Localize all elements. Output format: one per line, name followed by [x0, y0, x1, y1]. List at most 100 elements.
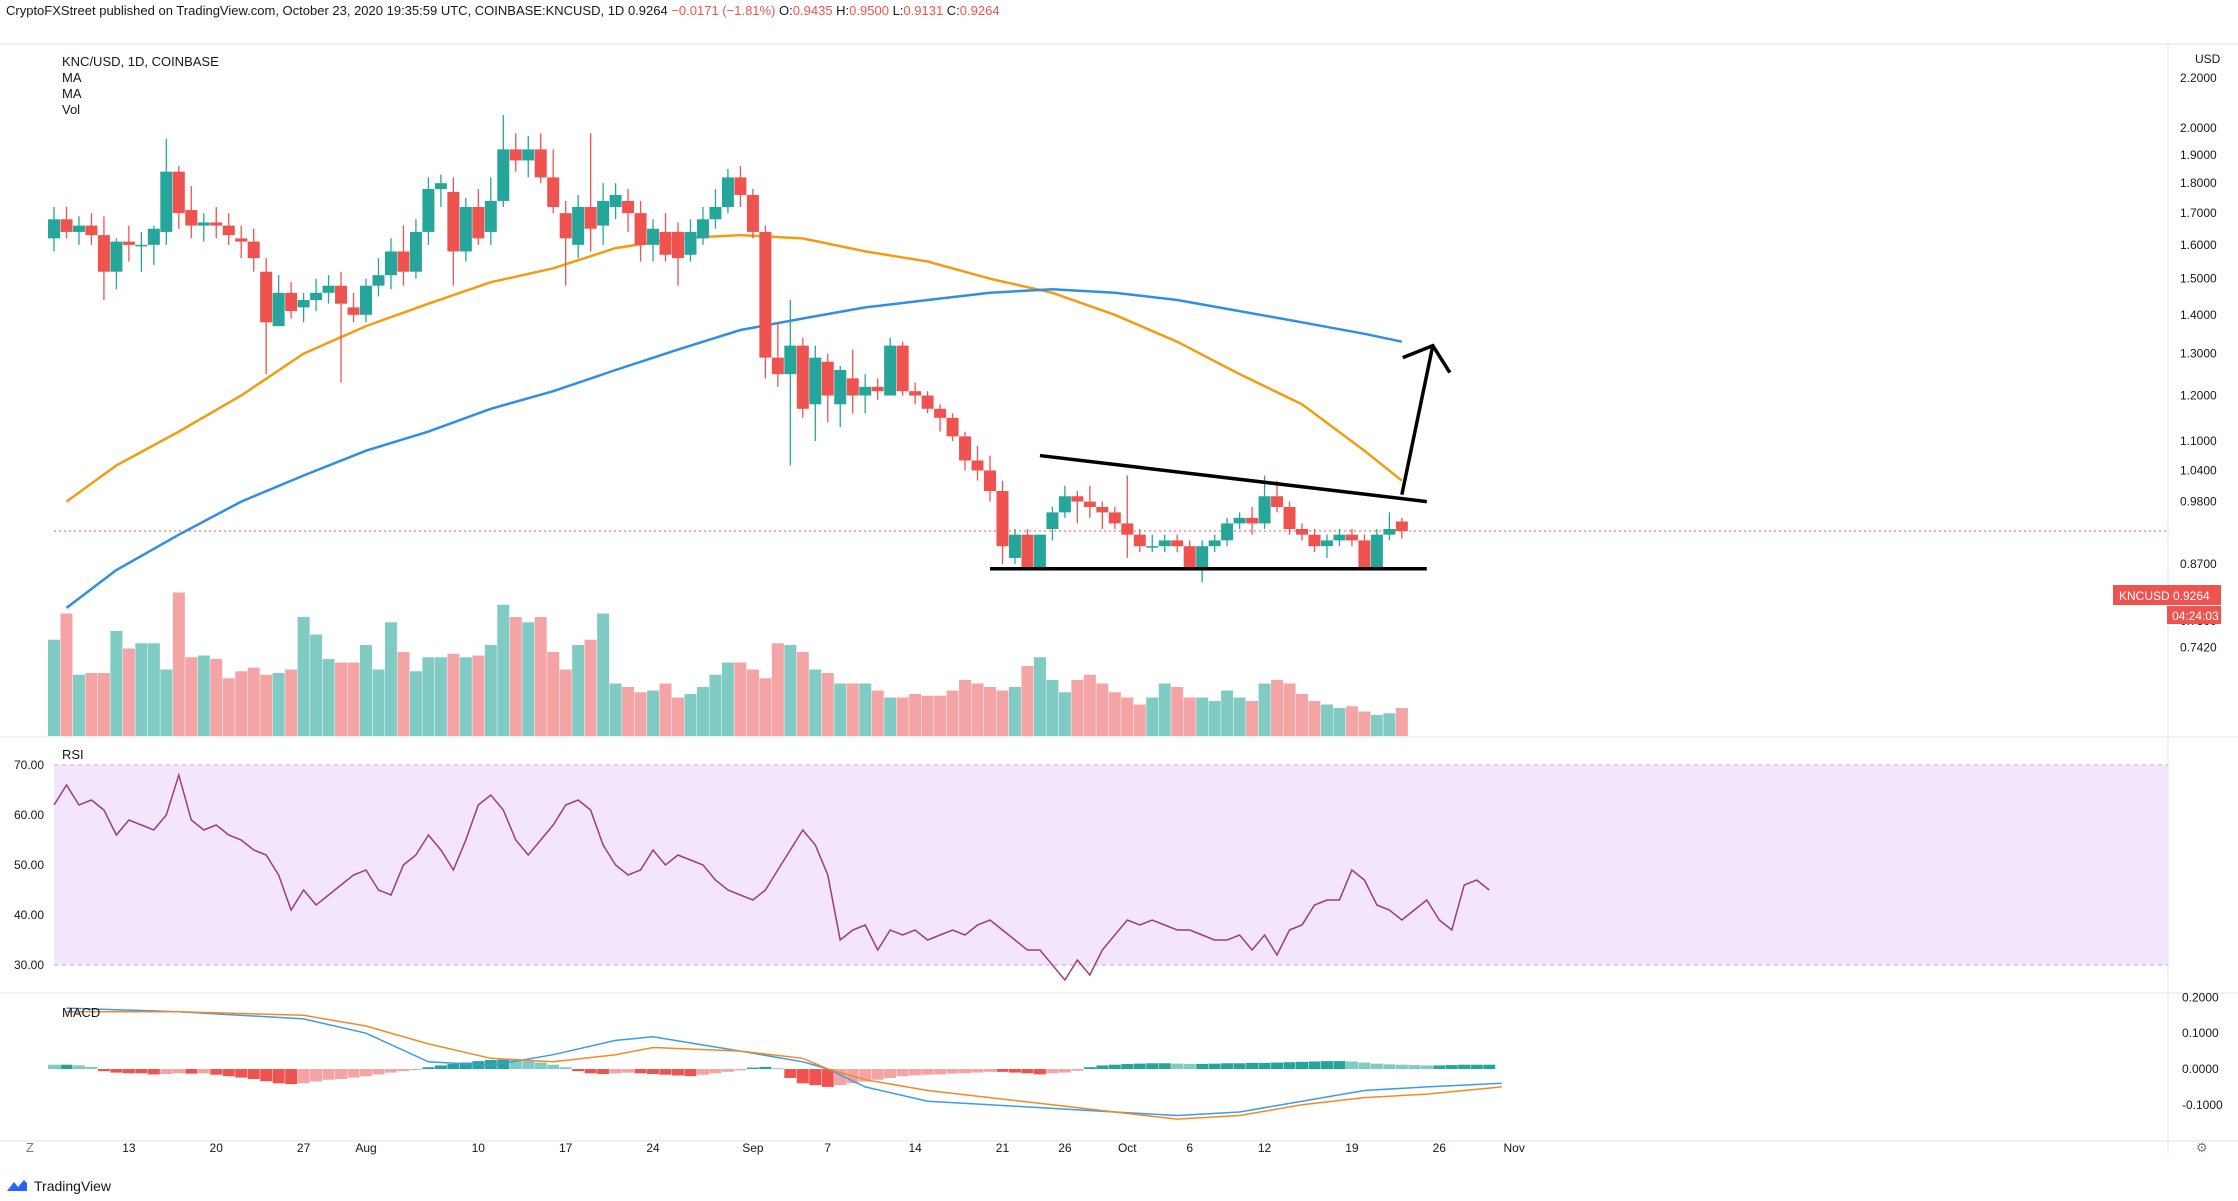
- macd-histogram-bar: [335, 1069, 348, 1080]
- candle-body: [1258, 496, 1271, 524]
- candle-body: [1358, 540, 1371, 570]
- macd-histogram-bar: [1271, 1062, 1284, 1069]
- volume-bar: [1370, 715, 1383, 736]
- macd-histogram-bar: [372, 1069, 385, 1075]
- macd-histogram-bar: [1046, 1069, 1059, 1074]
- volume-bar: [771, 643, 784, 736]
- volume-bar: [310, 634, 323, 736]
- macd-label[interactable]: MACD: [62, 1005, 100, 1020]
- candle-body: [272, 292, 285, 327]
- time-tick-label: 20: [210, 1141, 224, 1155]
- macd-histogram-bar: [984, 1069, 996, 1072]
- macd-histogram-bar: [447, 1063, 460, 1069]
- volume-bar: [1320, 704, 1333, 736]
- volume-bar: [647, 690, 660, 736]
- legend-vol[interactable]: Vol: [62, 102, 80, 117]
- ohlc-h-value: 0.9500: [849, 3, 889, 18]
- footer-brand[interactable]: TradingView: [34, 1178, 112, 1194]
- volume-bar: [759, 678, 772, 736]
- candle-body: [1233, 517, 1246, 524]
- price-tick-label: 0.9800: [2180, 495, 2217, 509]
- macd-histogram-bar: [896, 1069, 909, 1077]
- candle-body: [871, 386, 884, 392]
- candle-body: [959, 436, 972, 461]
- volume-bar: [497, 604, 510, 736]
- candle-body: [547, 177, 560, 207]
- volume-bar: [1171, 687, 1184, 736]
- rsi-band-fill: [54, 765, 2168, 965]
- rsi-series: [53, 772, 1490, 982]
- candle-body: [709, 206, 722, 220]
- volume-bar: [1083, 674, 1096, 736]
- candle-body: [559, 213, 572, 239]
- volume-bar: [447, 653, 460, 736]
- volume-bar: [185, 657, 198, 736]
- volume-bar: [322, 659, 335, 736]
- price-tick-label: 0.8700: [2180, 557, 2217, 571]
- legend-ma50[interactable]: MA: [62, 70, 82, 85]
- macd-histogram-bar: [247, 1069, 260, 1080]
- price-tick-label: 1.3000: [2180, 347, 2217, 361]
- time-tick-label: 26: [1433, 1141, 1447, 1155]
- candle-body: [809, 357, 822, 405]
- volume-bar: [1208, 701, 1221, 736]
- macd-series: [48, 1007, 1502, 1120]
- macd-histogram-bar: [1395, 1064, 1408, 1069]
- tradingview-logo-icon[interactable]: [6, 1179, 28, 1193]
- macd-histogram-bar: [1458, 1064, 1471, 1069]
- candle-body: [696, 219, 709, 239]
- macd-histogram-bar: [634, 1069, 647, 1074]
- candle-body: [796, 345, 809, 409]
- macd-histogram-bar: [1221, 1063, 1234, 1069]
- candle-body: [422, 189, 435, 232]
- rsi-band: [54, 764, 2168, 966]
- macd-histogram-bar: [1096, 1065, 1109, 1069]
- macd-histogram-bar: [609, 1069, 622, 1074]
- volume-bar: [147, 643, 160, 736]
- volume-bar: [1008, 687, 1021, 736]
- zoom-button[interactable]: Z: [26, 1140, 34, 1155]
- candle-body: [1196, 546, 1209, 570]
- candle-body: [572, 206, 585, 245]
- rsi-label[interactable]: RSI: [62, 747, 84, 762]
- volume-bar: [834, 683, 847, 736]
- volume-bar: [1096, 683, 1109, 736]
- macd-histogram-bar: [1345, 1061, 1358, 1069]
- macd-histogram-bar: [360, 1069, 372, 1077]
- volume-bar: [971, 683, 984, 736]
- ohlc-o-value: 0.9435: [792, 3, 833, 18]
- last-price: 0.9264: [627, 3, 668, 18]
- candle-body: [597, 200, 610, 226]
- volume-bar: [547, 652, 560, 736]
- legend-ma200[interactable]: MA: [62, 86, 82, 101]
- candle-body: [846, 378, 859, 396]
- macd-histogram-bar: [310, 1069, 323, 1082]
- volume-bar: [984, 687, 996, 736]
- candle-body: [60, 219, 73, 232]
- price-tick-label: 1.1000: [2180, 434, 2217, 448]
- candle-body: [48, 219, 60, 239]
- rsi-tick-label: 30.00: [14, 958, 44, 972]
- legend: KNC/USD, 1D, COINBASE MA MA Vol RSI MACD…: [26, 52, 2221, 1155]
- macd-histogram-bar: [672, 1069, 684, 1076]
- candle-body: [622, 200, 635, 214]
- candle-body: [297, 300, 310, 308]
- volume-bar: [48, 639, 60, 736]
- volume-bar: [297, 617, 310, 736]
- candle-body: [522, 149, 535, 161]
- macd-histogram-bar: [135, 1069, 148, 1074]
- publisher-name[interactable]: CryptoFXStreet: [6, 3, 96, 18]
- macd-histogram-bar: [796, 1069, 809, 1084]
- chart-frame: [0, 43, 2238, 1154]
- volume-bar: [285, 669, 298, 736]
- macd-histogram-bar: [110, 1069, 123, 1073]
- macd-histogram-bar: [659, 1069, 672, 1075]
- macd-histogram-bar: [1333, 1061, 1346, 1069]
- candle-body: [1033, 534, 1046, 570]
- candlesticks[interactable]: [48, 115, 1408, 583]
- volume-bar: [634, 692, 647, 736]
- candle-body: [672, 231, 684, 259]
- macd-histogram-bar: [97, 1069, 110, 1072]
- candle-body: [97, 235, 110, 272]
